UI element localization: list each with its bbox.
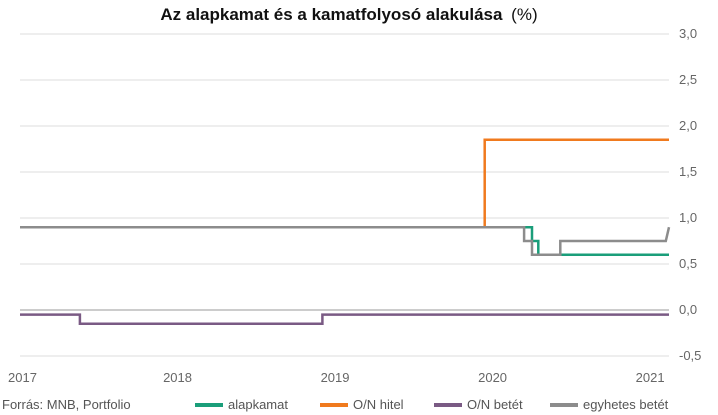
source-note: Forrás: MNB, Portfolio — [2, 397, 131, 412]
chart-title-text: Az alapkamat és a kamatfolyosó alakulása — [160, 5, 503, 24]
series-lines — [20, 138, 671, 326]
x-tick-label: 2020 — [478, 370, 507, 385]
y-tick-label: 2,5 — [679, 72, 697, 87]
x-tick-label: 2018 — [163, 370, 192, 385]
series-line-o-n-bet-t — [20, 313, 669, 326]
series-line-o-n-hitel — [20, 138, 669, 229]
legend-label: O/N hitel — [353, 397, 404, 412]
gridlines — [20, 33, 669, 357]
chart-title: Az alapkamat és a kamatfolyosó alakulása… — [160, 5, 537, 24]
y-tick-label: 1,0 — [679, 210, 697, 225]
legend-label: egyhetes betét — [583, 397, 669, 412]
x-tick-label: 2017 — [8, 370, 37, 385]
y-tick-label: 1,5 — [679, 164, 697, 179]
y-tick-label: 0,5 — [679, 256, 697, 271]
x-tick-label: 2021 — [636, 370, 665, 385]
y-tick-label: 0,0 — [679, 302, 697, 317]
chart-title-unit: (%) — [511, 5, 537, 24]
y-tick-label: -0,5 — [679, 348, 701, 363]
x-axis-tick-labels: 2017 2018 2019 2020 2021 — [8, 370, 665, 385]
x-tick-label: 2019 — [321, 370, 350, 385]
legend-label: alapkamat — [228, 397, 288, 412]
y-tick-label: 3,0 — [679, 26, 697, 41]
y-tick-label: 2,0 — [679, 118, 697, 133]
series-line-egyhetes-bet-t — [20, 225, 671, 257]
y-axis-tick-labels: 3,0 2,5 2,0 1,5 1,0 0,5 0,0 -0,5 — [679, 26, 701, 363]
legend-label: O/N betét — [467, 397, 523, 412]
legend: alapkamat O/N hitel O/N betét egyhetes beté… — [195, 397, 669, 412]
